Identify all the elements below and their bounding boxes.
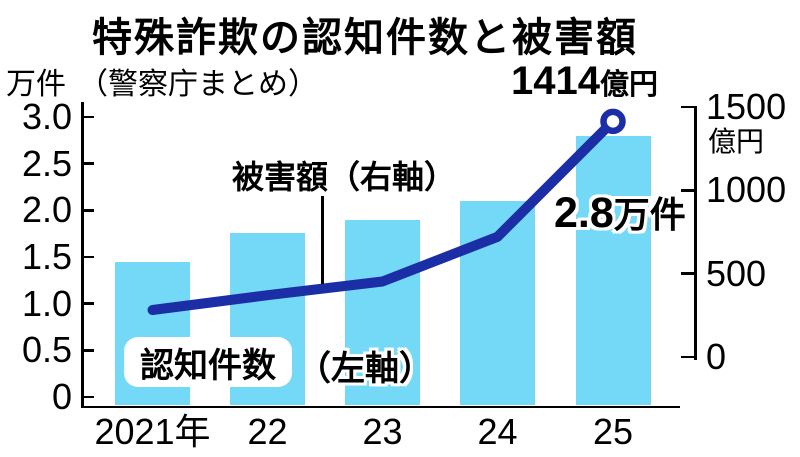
peak-damage-annotation: 1414 億円: [511, 60, 658, 103]
left-axis-tick: [81, 395, 94, 399]
bar-series-axis-note: （左軸）: [297, 350, 433, 388]
left-axis-tick-label: 0: [51, 376, 72, 417]
line-series-pointer-line: [321, 196, 324, 284]
right-axis-tick: [681, 105, 694, 109]
left-axis-tick: [81, 162, 94, 165]
left-axis-tick: [81, 115, 94, 119]
right-axis-tick-label: 1000: [706, 169, 787, 211]
left-axis-tick-label: 2.5: [21, 142, 72, 184]
right-axis-tick-label: 1500: [706, 86, 787, 127]
bar-series-label: 認知件数: [140, 346, 276, 385]
right-axis-line: [694, 106, 697, 360]
chart-title: 特殊詐欺の認知件数と被害額: [92, 16, 638, 60]
left-axis-tick: [81, 209, 94, 212]
bar-2025: [575, 135, 651, 406]
line-series-label: 被害額（右軸）: [232, 159, 457, 195]
left-axis-tick: [81, 255, 94, 259]
bar-series-badge: 認知件数: [124, 337, 292, 387]
peak-damage-unit: 億円: [599, 69, 658, 101]
source-note: （警察庁まとめ）: [78, 68, 318, 101]
left-axis-tick: [81, 302, 94, 305]
right-axis-tick: [681, 272, 694, 275]
left-axis-tick-label: 0.5: [21, 329, 72, 371]
left-axis-tick-label: 2.0: [21, 189, 72, 231]
x-axis-label: 22: [247, 411, 288, 452]
left-axis-tick: [81, 349, 94, 352]
x-axis-line: [81, 405, 680, 408]
line-end-marker: [600, 108, 626, 135]
left-axis-unit-label: 万件: [6, 68, 66, 101]
x-axis-label: 25: [592, 411, 634, 452]
right-axis-tick: [681, 355, 694, 359]
right-axis-tick-label: 0: [706, 336, 727, 377]
peak-cases-annotation: 2.8 万件: [554, 186, 686, 238]
left-axis-tick-label: 1.0: [21, 282, 72, 324]
peak-cases-unit: 万件: [613, 194, 686, 235]
left-axis-line: [81, 102, 84, 408]
right-axis-unit-label: 億円: [708, 126, 765, 157]
x-axis-label: 24: [477, 411, 518, 452]
x-axis-label: 2021年: [94, 411, 211, 452]
left-axis-tick-label: 1.5: [21, 236, 72, 277]
damage-line: [147, 116, 618, 315]
right-axis-tick: [681, 189, 694, 192]
bar-2023: [345, 219, 420, 406]
peak-damage-value: 1414: [511, 59, 600, 103]
x-axis-label: 23: [362, 411, 403, 452]
left-axis-tick-label: 3.0: [21, 96, 72, 137]
peak-cases-value: 2.8: [554, 189, 614, 237]
right-axis-tick-label: 500: [706, 252, 767, 294]
